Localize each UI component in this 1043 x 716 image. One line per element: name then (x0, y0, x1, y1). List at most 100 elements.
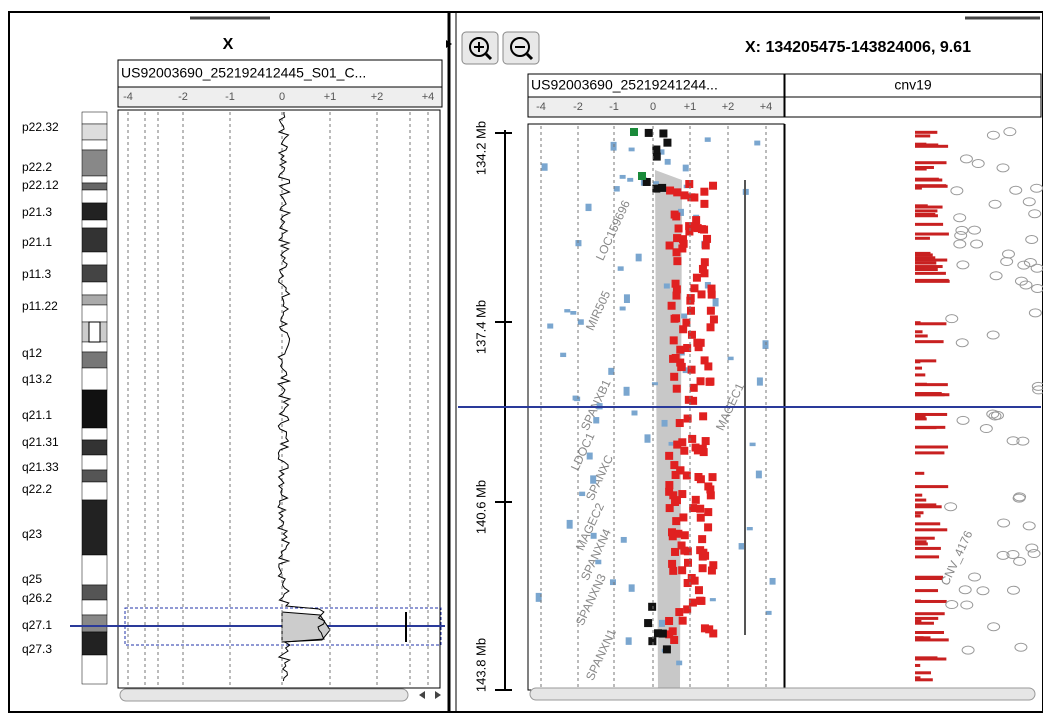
probe (690, 284, 698, 292)
region-label: X: 134205475-143824006, 9.61 (745, 39, 971, 56)
cnv-bar (915, 426, 936, 429)
cnv-bar (915, 505, 942, 508)
probe (697, 514, 705, 522)
gene-block (620, 307, 626, 311)
cnv-bar (915, 187, 922, 190)
probe (709, 473, 717, 481)
band (82, 342, 107, 352)
gene-block (591, 533, 597, 539)
cnv-bar (915, 134, 930, 137)
position-label: 143.8 Mb (473, 638, 488, 692)
probe (673, 385, 681, 393)
probe (688, 574, 696, 582)
probe (684, 559, 692, 567)
probe (696, 546, 704, 554)
probe (672, 354, 680, 362)
cnv-bar (915, 334, 928, 337)
cnv-bar (915, 265, 943, 268)
band (82, 390, 107, 428)
gene-block (739, 543, 745, 549)
band (82, 500, 107, 555)
probe (671, 548, 679, 556)
cnv-bar (915, 330, 923, 333)
probe (681, 531, 689, 539)
band (82, 600, 107, 615)
gene-block (610, 579, 616, 585)
probe (648, 603, 656, 611)
gene-block (560, 353, 566, 357)
band (82, 183, 107, 190)
cnv-bar (915, 360, 920, 363)
probe (704, 508, 712, 516)
gene-block (681, 313, 687, 318)
band (82, 352, 107, 368)
gene-block (547, 323, 553, 328)
probe (669, 627, 677, 635)
track-name: US92003690_25219241244... (531, 77, 718, 93)
cnv-bar (915, 664, 920, 667)
probe (692, 216, 700, 224)
probe (704, 362, 712, 370)
scrollbar[interactable] (120, 689, 408, 701)
probe (708, 285, 716, 293)
band (82, 112, 107, 124)
chromosome-title: X (223, 36, 234, 53)
probe (697, 377, 705, 385)
band (82, 228, 107, 252)
cnv-bar (915, 373, 925, 376)
gene-block (644, 434, 650, 442)
cnv-bar (915, 617, 938, 620)
probe (675, 608, 683, 616)
probe (669, 567, 677, 575)
band (82, 295, 107, 305)
probe (700, 226, 708, 234)
probe (688, 366, 696, 374)
probe (672, 314, 680, 322)
gene-block (747, 527, 753, 530)
cnv-bar (915, 280, 950, 283)
band-label: q26.2 (22, 591, 52, 605)
band-label: q21.33 (22, 460, 59, 474)
cnv-bar (915, 209, 937, 212)
probe (663, 139, 671, 147)
cnv-bar (915, 514, 921, 517)
gene-block (683, 165, 689, 172)
scrollbar[interactable] (530, 688, 1035, 700)
scale-label: -4 (123, 91, 133, 103)
probe (690, 194, 698, 202)
probe (652, 146, 660, 154)
band (82, 428, 107, 440)
gene-block (710, 598, 716, 601)
zoom-in-button[interactable] (462, 32, 498, 64)
cnv-bar (915, 612, 945, 615)
probe (688, 435, 696, 443)
gene-block (754, 141, 760, 146)
probe (673, 257, 681, 265)
gene-block (579, 492, 585, 496)
position-label: 140.6 Mb (473, 480, 488, 534)
centromere (89, 322, 100, 342)
cnv-bar (915, 233, 949, 236)
cnv-bar (915, 131, 937, 134)
cnv-bar (915, 540, 927, 543)
gene-block (756, 471, 762, 479)
band (82, 482, 107, 500)
band (82, 585, 107, 600)
probe (665, 452, 673, 460)
cnv-bar (915, 262, 936, 265)
cnv-bar (915, 631, 944, 634)
probe (688, 331, 696, 339)
band (82, 265, 107, 282)
probe (710, 315, 718, 323)
probe (680, 191, 688, 199)
scale-label: +2 (371, 91, 384, 103)
band (82, 176, 107, 183)
band (82, 282, 107, 295)
probe (696, 505, 704, 513)
gene-block (728, 357, 734, 361)
probe (680, 447, 688, 455)
band-label: p21.3 (22, 205, 52, 219)
cnv-bar (915, 589, 938, 592)
zoom-out-button[interactable] (503, 32, 539, 64)
cnv-bar (915, 161, 947, 164)
